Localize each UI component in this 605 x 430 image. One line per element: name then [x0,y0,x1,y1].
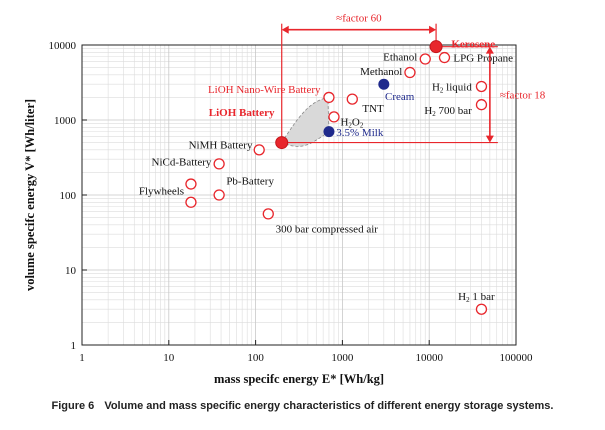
x-tick-label: 10 [163,352,175,364]
caption-text: Volume and mass specific energy characte… [104,400,554,412]
lioh-range-shading [281,96,330,147]
data-label: TNT [362,103,384,115]
data-label: LPG Propane [453,53,513,65]
data-label: NiCd-Battery [152,156,212,168]
y-tick-label: 10000 [49,40,77,52]
data-point-open [328,111,340,123]
data-label: LiOH Battery [209,107,275,119]
data-point-open [404,66,416,79]
data-point-blue [323,126,335,138]
data-label: Pb-Battery [226,176,274,188]
data-label: Kerosene [451,38,495,50]
data-label: H2O2 [340,117,363,130]
data-label: Flywheels [139,185,184,197]
x-tick-label: 100000 [500,352,534,364]
data-point-open [185,178,197,190]
energy-density-chart: 1 10 100 1000 10000 100000 1 10 100 1000 10000 mass… [23,13,546,386]
data-label: H2 700 bar [424,105,472,118]
data-label: NiMH Battery [189,140,253,152]
factor18-label: ≈factor 18 [500,90,546,102]
data-point-open [346,93,358,105]
data-point-open [323,91,335,104]
data-point-open [475,99,488,111]
factor18-arrowhead-bottom [485,135,494,143]
x-tick-label: 10000 [415,352,443,364]
data-label: LiOH Nano-Wire Battery [208,84,321,96]
data-label: Cream [385,91,415,103]
data-point-open [475,303,488,315]
x-tick-label: 100 [247,352,264,364]
data-label: H2 liquid [432,81,472,94]
data-point-open [475,80,488,93]
data-point-open [213,189,225,201]
x-tick-label: 1 [79,352,85,364]
y-tick-label: 100 [60,190,77,202]
data-point-open [438,51,451,64]
y-tick-label: 1 [71,340,77,352]
data-point-open [213,158,225,170]
x-axis-label: mass specifc energy E* [Wh/kg] [214,372,384,386]
grid-lines [81,44,517,346]
data-point-highlight [429,40,443,54]
y-axis-label: volume specifc energy V* [Wh/liter] [23,99,37,291]
data-point-open [185,196,197,208]
y-tick-label: 1000 [54,115,77,127]
data-point-highlight [275,136,289,150]
data-label: H2 1 bar [458,291,495,304]
data-label: 300 bar compressed air [276,223,379,235]
caption-number: Figure 6 [51,400,95,412]
data-point-open [419,53,431,65]
data-point-open [262,208,274,220]
data-point-open [253,144,265,156]
data-label: 3.5% Milk [336,127,384,139]
factor60-label: ≈factor 60 [336,13,382,25]
factor60-arrowhead-right [429,25,437,34]
data-label: Ethanol [383,52,417,64]
figure-caption: Figure 6 Volume and mass specific energy … [0,400,605,412]
data-label: Methanol [360,66,402,78]
y-tick-label: 10 [65,265,77,277]
factor60-arrowhead-left [281,25,289,34]
x-tick-label: 1000 [331,352,354,364]
data-point-blue [378,78,390,90]
factor18-arrowhead-top [485,46,494,54]
